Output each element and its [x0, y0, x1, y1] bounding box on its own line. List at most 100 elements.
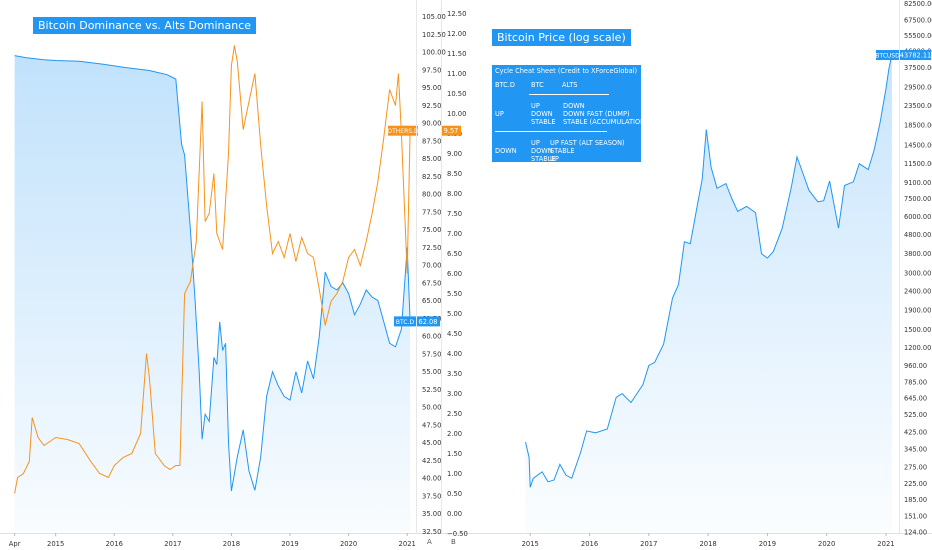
y-tick-label: 29500.00	[904, 84, 932, 92]
series-tag-label: BTC.D	[396, 319, 415, 326]
left-chart-title-text: Bitcoin Dominance vs. Alts Dominance	[38, 19, 252, 32]
axis-auto-button[interactable]: A	[427, 538, 432, 546]
y-tick-label: 82.50	[422, 173, 441, 181]
y-tick-label: −0.50	[447, 530, 468, 538]
y-tick-label: 2400.00	[904, 288, 931, 296]
y-tick-label: 67.50	[422, 279, 441, 287]
y-tick-label: 55500.00	[904, 32, 932, 40]
btcusd-line	[525, 54, 893, 488]
last-value-label: 43782.11	[900, 52, 931, 60]
x-tick-label: 2017	[164, 540, 181, 548]
cheat-col-btc: BTC	[531, 81, 544, 89]
y-tick-label: 11.00	[447, 70, 466, 78]
cheat-cell: STABLE (ACCUMULATION)	[563, 118, 648, 126]
y-tick-label: 425.00	[904, 428, 927, 436]
y-tick-label: 80.00	[422, 191, 441, 199]
y-tick-label: 1.50	[447, 450, 462, 458]
y-tick-label: 1500.00	[904, 326, 931, 334]
series-tag	[394, 316, 416, 327]
cheat-divider	[495, 131, 607, 132]
y-tick-label: 55.00	[422, 368, 441, 376]
y-tick-label: 72.50	[422, 244, 441, 252]
axis-divider	[899, 0, 900, 534]
y-tick-label: 6000.00	[904, 213, 931, 221]
x-tick-label: 2020	[818, 540, 835, 548]
y-tick-label: 3800.00	[904, 250, 931, 258]
y-tick-label: 57.50	[422, 350, 441, 358]
x-tick-label: 2017	[640, 540, 657, 548]
y-tick-label: 960.00	[904, 362, 927, 370]
y-tick-label: 5.00	[447, 310, 462, 318]
y-tick-label: 85.00	[422, 155, 441, 163]
x-tick-label: 2016	[581, 540, 598, 548]
y-tick-label: 92.50	[422, 102, 441, 110]
series-tag-label: BTCUSD	[875, 53, 900, 60]
y-tick-label: 3.50	[447, 370, 462, 378]
y-tick-label: 7.50	[447, 210, 462, 218]
y-tick-label: 11500.00	[904, 160, 932, 168]
y-tick-label: 124.00	[904, 529, 927, 537]
y-tick-label: 185.00	[904, 496, 927, 504]
y-tick-label: 1900.00	[904, 307, 931, 315]
y-tick-label: 67500.00	[904, 16, 932, 24]
last-value-label: 9.57	[444, 127, 459, 135]
y-tick-label: 9.00	[447, 150, 462, 158]
x-tick-label: 2019	[281, 540, 298, 548]
x-tick-label: 2018	[223, 540, 240, 548]
y-tick-label: 42.50	[422, 457, 441, 465]
others-line	[14, 45, 411, 494]
cheat-cell: DOWN	[531, 147, 553, 155]
y-tick-label: 9100.00	[904, 179, 931, 187]
cheat-cell: STABLE	[550, 147, 575, 155]
cheat-cell: DOWN FAST (DUMP)	[563, 110, 630, 118]
x-tick-label: 2015	[47, 540, 64, 548]
last-value-label: 62.08	[419, 318, 438, 326]
y-tick-label: 7.00	[447, 230, 462, 238]
cheat-col-btcd: BTC.D	[495, 81, 515, 89]
y-tick-label: 32.50	[422, 528, 441, 536]
y-tick-label: 4800.00	[904, 231, 931, 239]
x-tick-label: 2021	[877, 540, 894, 548]
series-tag	[388, 125, 418, 136]
cycle-cheat-sheet: Cycle Cheat Sheet (Credit to XForceGloba…	[492, 65, 648, 163]
y-tick-label: 0.00	[447, 510, 462, 518]
x-tick-label: 2020	[340, 540, 357, 548]
cheat-divider	[529, 94, 609, 95]
cheat-cell: UP	[531, 139, 540, 147]
cheat-cell: STABLE	[531, 155, 556, 163]
series-tag-label: OTHERS.D	[387, 128, 419, 135]
last-value-badge	[441, 125, 461, 136]
y-tick-label: 1.00	[447, 470, 462, 478]
y-tick-label: 6.50	[447, 250, 462, 258]
y-tick-label: 95.00	[422, 84, 441, 92]
btcd-line	[14, 55, 411, 492]
y-tick-label: 1200.00	[904, 344, 931, 352]
cheat-row-up-btcd: UP	[495, 110, 504, 118]
btcusd-area	[525, 55, 892, 532]
y-tick-label: 52.50	[422, 386, 441, 394]
y-tick-label: 37500.00	[904, 64, 932, 72]
cheat-cell: STABLE	[531, 118, 556, 126]
cheat-cell: DOWN	[531, 110, 553, 118]
axis-scale-button[interactable]: B	[451, 538, 456, 546]
y-tick-label: 23500.00	[904, 102, 932, 110]
last-value-badge	[900, 50, 931, 61]
last-value-badge	[416, 316, 440, 327]
y-tick-label: 50.00	[422, 404, 441, 412]
y-tick-label: 10.00	[447, 110, 466, 118]
y-tick-label: 4.50	[447, 330, 462, 338]
y-tick-label: 40.00	[422, 475, 441, 483]
axis-divider	[416, 0, 417, 534]
left-chart-title: Bitcoin Dominance vs. Alts Dominance	[33, 17, 257, 34]
x-tick-label: 2021	[399, 540, 416, 548]
series-tag	[876, 50, 899, 61]
y-tick-label: 3000.00	[904, 269, 931, 277]
cheat-cell: UP	[531, 102, 540, 110]
x-tick-label: 2019	[759, 540, 776, 548]
y-tick-label: 37.50	[422, 492, 441, 500]
y-tick-label: 0.50	[447, 490, 462, 498]
y-tick-label: 60.00	[422, 333, 441, 341]
y-tick-label: 8.50	[447, 170, 462, 178]
y-tick-label: 525.00	[904, 411, 927, 419]
